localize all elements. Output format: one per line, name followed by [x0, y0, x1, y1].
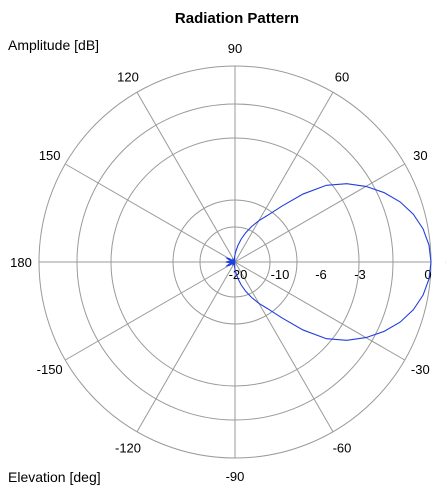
spoke-60 [234, 92, 334, 263]
spoke-150 [65, 163, 236, 263]
polar-grid [38, 65, 432, 459]
angle-tick-label: 120 [117, 70, 139, 85]
angle-tick-label: 150 [39, 148, 61, 163]
radiation-pattern-line [225, 183, 432, 341]
angular-axis-label: Elevation [deg] [8, 469, 101, 485]
radial-tick-label: 0 [424, 267, 431, 282]
radial-tick-label: -20 [229, 267, 248, 282]
radial-tick-label: -10 [271, 267, 290, 282]
spoke-120 [136, 92, 236, 263]
angle-tick-label: 180 [10, 255, 32, 270]
radial-axis-label: Amplitude [dB] [8, 37, 99, 53]
spoke-30 [234, 163, 405, 263]
radial-tick-label: -6 [315, 267, 327, 282]
grid-ring-1 [172, 199, 298, 325]
grid-ring-3 [76, 103, 394, 421]
angle-tick-label: -60 [333, 440, 352, 455]
chart-title: Radiation Pattern [175, 10, 299, 27]
spoke--30 [234, 261, 405, 361]
radial-tick-label: -3 [354, 267, 366, 282]
grid-ring-0 [199, 226, 271, 298]
angle-tick-label: 30 [413, 148, 427, 163]
spoke--150 [65, 261, 236, 361]
angle-tick-label: 60 [335, 70, 349, 85]
grid-ring-2 [110, 137, 360, 387]
angle-tick-label: -90 [226, 469, 245, 484]
radial-tick-labels: -20 -10 -6 -3 0 [229, 267, 432, 282]
angle-tick-label: -120 [115, 440, 141, 455]
angle-tick-label: -30 [411, 362, 430, 377]
angle-tick-label: -150 [37, 362, 63, 377]
angle-tick-labels: 0 30 60 90 120 150 180 -150 -120 -90 -60 -30 [10, 41, 446, 484]
spoke--60 [234, 261, 334, 432]
angle-tick-label: 90 [228, 41, 242, 56]
spoke--120 [136, 261, 236, 432]
